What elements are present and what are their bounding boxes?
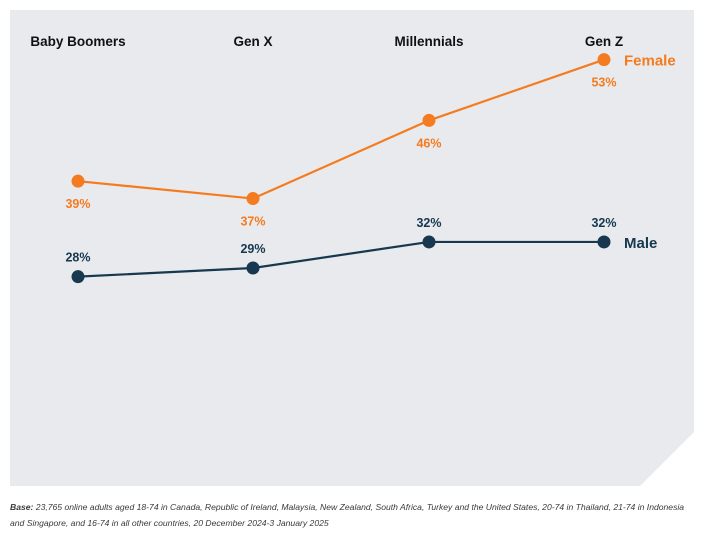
data-point — [71, 270, 85, 284]
series-name-label: Male — [624, 235, 657, 252]
data-point — [246, 261, 260, 275]
data-point — [246, 192, 260, 206]
series-name-label: Female — [624, 53, 676, 70]
category-label: Baby Boomers — [30, 34, 125, 49]
data-point — [597, 235, 611, 249]
data-label: 29% — [240, 242, 265, 256]
data-label: 39% — [65, 197, 90, 211]
category-label: Millennials — [394, 34, 463, 49]
footnote-text: 23,765 online adults aged 18-74 in Canad… — [10, 502, 685, 528]
series-female: 39% 37% 46% 53% Female — [65, 53, 675, 229]
data-label: 37% — [240, 215, 265, 229]
data-point — [71, 174, 85, 188]
footnote-label: Base: — [10, 502, 34, 512]
data-label: 46% — [416, 136, 441, 150]
chart-background — [10, 10, 694, 486]
footnote: Base: 23,765 online adults aged 18-74 in… — [10, 499, 700, 531]
line-chart: Baby Boomers Gen X Millennials Gen Z 39% 37%… — [10, 10, 694, 486]
data-label: 32% — [416, 216, 441, 230]
data-label: 32% — [591, 216, 616, 230]
data-label: 53% — [591, 76, 616, 90]
data-point — [422, 235, 436, 249]
data-point — [597, 53, 611, 67]
series-male: 28% 29% 32% 32% Male — [65, 216, 657, 284]
category-label: Gen Z — [585, 34, 623, 49]
series-line — [77, 240, 604, 278]
series-line — [77, 58, 605, 200]
data-point — [422, 113, 436, 127]
category-label: Gen X — [233, 34, 272, 49]
data-label: 28% — [65, 251, 90, 265]
